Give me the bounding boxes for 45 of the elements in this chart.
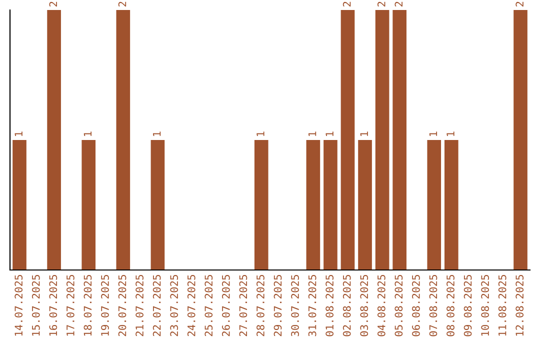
x-tick-label: 12.08.2025 — [516, 275, 524, 336]
data-label: 2 — [342, 2, 351, 6]
x-tick-label: 04.08.2025 — [377, 275, 386, 336]
x-tick-label: 19.07.2025 — [101, 275, 109, 336]
x-tick-label: 21.07.2025 — [136, 275, 144, 336]
x-tick-label: 31.07.2025 — [308, 275, 316, 336]
data-label: 1 — [84, 132, 92, 136]
data-label: 2 — [516, 2, 524, 6]
x-tick-label: 06.08.2025 — [412, 275, 420, 336]
x-tick-label: 02.08.2025 — [342, 275, 351, 336]
x-tick-label: 09.08.2025 — [464, 275, 472, 336]
data-label: 2 — [49, 2, 57, 6]
x-tick-label: 11.08.2025 — [498, 275, 506, 336]
data-label: 1 — [308, 132, 316, 136]
x-tick-label: 17.07.2025 — [66, 275, 74, 336]
data-label: 1 — [153, 132, 161, 136]
x-tick-label: 29.07.2025 — [274, 275, 282, 336]
data-label: 1 — [429, 132, 438, 136]
data-label: 1 — [326, 132, 334, 136]
x-tick-label: 30.07.2025 — [291, 275, 299, 336]
x-tick-label: 10.08.2025 — [481, 275, 489, 336]
x-tick-label: 27.07.2025 — [239, 275, 248, 336]
x-tick-label: 24.07.2025 — [187, 275, 196, 336]
x-tick-label: 28.07.2025 — [256, 275, 264, 336]
x-tick-label: 08.08.2025 — [446, 275, 454, 336]
data-label: 1 — [446, 132, 454, 136]
x-tick-label: 26.07.2025 — [222, 275, 230, 336]
data-label: 1 — [360, 132, 368, 136]
data-label: 1 — [256, 132, 264, 136]
data-label: 2 — [394, 2, 402, 6]
x-tick-label: 16.07.2025 — [49, 275, 58, 336]
data-label: 2 — [377, 2, 386, 6]
x-tick-label: 20.07.2025 — [118, 275, 126, 336]
data-label: 1 — [14, 132, 22, 136]
x-tick-label: 03.08.2025 — [360, 275, 368, 336]
x-tick-label: 22.07.2025 — [152, 275, 161, 336]
x-tick-label: 14.07.2025 — [14, 275, 23, 336]
x-tick-label: 15.07.2025 — [32, 275, 40, 336]
x-tick-label: 25.07.2025 — [204, 275, 213, 336]
x-tick-label: 23.07.2025 — [170, 275, 178, 336]
x-tick-label: 18.07.2025 — [84, 275, 92, 336]
x-tick-label: 01.08.2025 — [326, 275, 334, 336]
x-tick-label: 07.08.2025 — [429, 275, 438, 336]
data-label: 2 — [118, 2, 126, 6]
x-tick-label: 05.08.2025 — [394, 275, 403, 336]
